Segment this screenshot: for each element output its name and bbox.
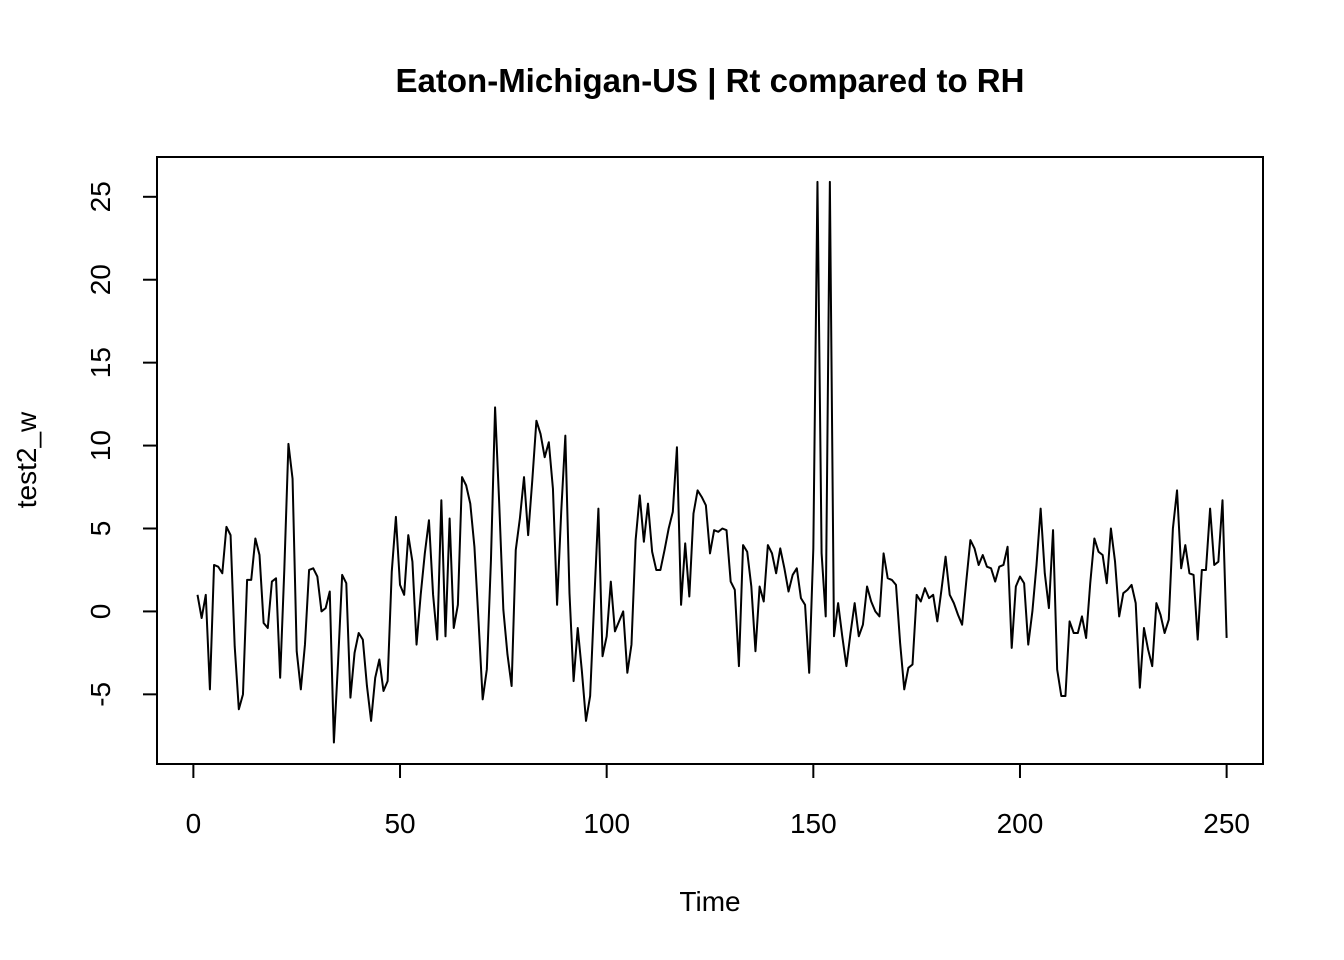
- x-tick-label: 200: [997, 808, 1044, 839]
- y-tick-label: 5: [85, 521, 116, 537]
- x-tick-label: 100: [583, 808, 630, 839]
- y-tick-label: 15: [85, 347, 116, 378]
- y-tick-label: 20: [85, 264, 116, 295]
- x-axis: 0 50 100 150 200 250: [186, 763, 1250, 839]
- plot-frame: [156, 156, 1264, 765]
- x-tick-label: 50: [384, 808, 415, 839]
- x-axis-label: Time: [679, 886, 740, 917]
- y-tick-label: 0: [85, 604, 116, 620]
- x-tick-label: 250: [1203, 808, 1250, 839]
- x-tick-label: 150: [790, 808, 837, 839]
- x-tick-label: 0: [186, 808, 202, 839]
- y-tick-label: 10: [85, 430, 116, 461]
- y-tick-label: -5: [85, 682, 116, 707]
- chart-title: Eaton-Michigan-US | Rt compared to RH: [396, 62, 1025, 99]
- series-line: [196, 180, 1228, 744]
- y-axis-label: test2_w: [11, 411, 42, 508]
- y-tick-label: 25: [85, 181, 116, 212]
- y-axis: -5 0 5 10 15 20 25: [85, 181, 158, 707]
